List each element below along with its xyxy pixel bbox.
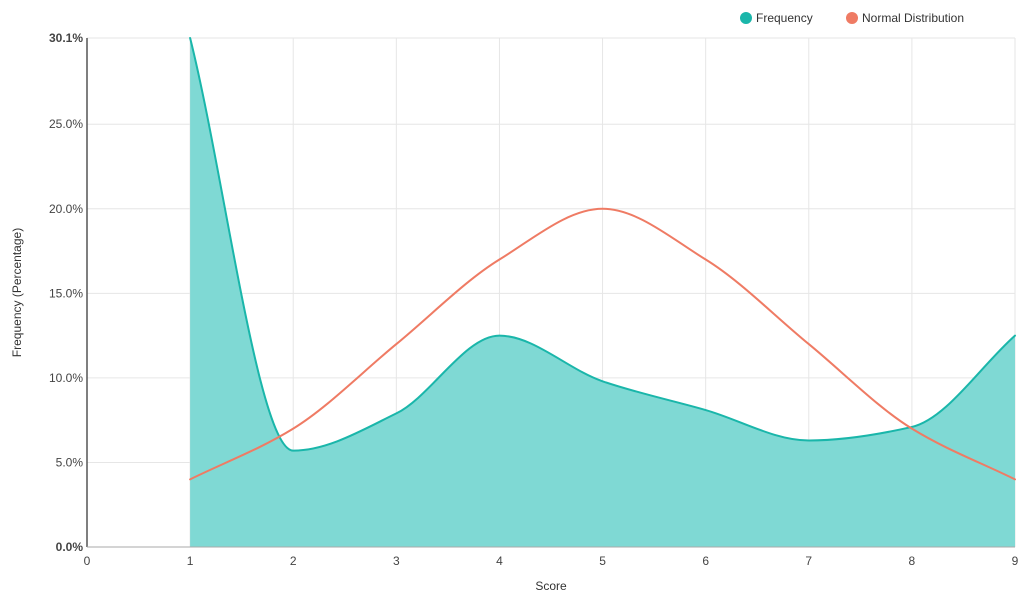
series-line-normal-distribution bbox=[189, 207, 1016, 481]
data-point-normal-distribution-5 bbox=[600, 206, 606, 212]
data-point-frequency-5 bbox=[600, 378, 606, 384]
y-tick-label-0: 0.0% bbox=[56, 540, 84, 554]
data-point-frequency-9 bbox=[1012, 333, 1018, 339]
x-tick-label-3: 3 bbox=[393, 554, 400, 568]
data-point-normal-distribution-3 bbox=[393, 341, 399, 347]
legend-swatch-normal-distribution bbox=[846, 12, 858, 24]
y-tick-labels: 0.0% 5.0% 10.0% 15.0% 20.0% 25.0% 30.1% bbox=[49, 31, 83, 554]
data-point-frequency-1 bbox=[187, 35, 193, 41]
axes bbox=[86, 38, 1015, 548]
data-point-normal-distribution-8 bbox=[909, 426, 915, 432]
legend-label-frequency: Frequency bbox=[756, 11, 813, 25]
x-axis-title: Score bbox=[535, 579, 567, 593]
series-area-frequency bbox=[190, 38, 1016, 547]
data-point-frequency-6 bbox=[703, 407, 709, 413]
x-tick-label-0: 0 bbox=[84, 554, 91, 568]
legend-item-normal-distribution[interactable]: Normal Distribution bbox=[846, 11, 964, 25]
data-point-frequency-3 bbox=[393, 410, 399, 416]
x-tick-label-1: 1 bbox=[187, 554, 194, 568]
x-tick-label-6: 6 bbox=[702, 554, 709, 568]
x-tick-labels: 0 1 2 3 4 5 6 7 8 9 bbox=[84, 554, 1019, 568]
y-tick-label-1: 5.0% bbox=[56, 455, 84, 469]
y-tick-label-5: 25.0% bbox=[49, 117, 83, 131]
series-layer bbox=[187, 35, 1018, 547]
legend-label-normal-distribution: Normal Distribution bbox=[862, 11, 964, 25]
legend-item-frequency[interactable]: Frequency bbox=[740, 11, 813, 25]
data-point-frequency-4 bbox=[496, 333, 502, 339]
y-tick-label-2: 10.0% bbox=[49, 371, 83, 385]
x-tick-label-9: 9 bbox=[1012, 554, 1019, 568]
y-axis-title: Frequency (Percentage) bbox=[10, 228, 24, 357]
legend-swatch-frequency bbox=[740, 12, 752, 24]
data-point-normal-distribution-2 bbox=[290, 426, 296, 432]
x-tick-label-5: 5 bbox=[599, 554, 606, 568]
data-point-frequency-7 bbox=[806, 437, 812, 443]
data-point-normal-distribution-1 bbox=[187, 476, 193, 482]
data-point-normal-distribution-9 bbox=[1012, 476, 1018, 482]
x-tick-label-7: 7 bbox=[805, 554, 812, 568]
data-point-frequency-2 bbox=[290, 448, 296, 454]
y-tick-label-4: 20.0% bbox=[49, 202, 83, 216]
data-point-normal-distribution-6 bbox=[703, 257, 709, 263]
x-tick-label-8: 8 bbox=[909, 554, 916, 568]
legend[interactable]: Frequency Normal Distribution bbox=[740, 11, 964, 25]
data-point-normal-distribution-4 bbox=[496, 257, 502, 263]
series-line-frequency bbox=[189, 37, 1016, 452]
data-point-normal-distribution-7 bbox=[806, 341, 812, 347]
y-tick-label-6: 30.1% bbox=[49, 31, 83, 45]
x-tick-label-2: 2 bbox=[290, 554, 297, 568]
x-tick-label-4: 4 bbox=[496, 554, 503, 568]
y-tick-label-3: 15.0% bbox=[49, 286, 83, 300]
